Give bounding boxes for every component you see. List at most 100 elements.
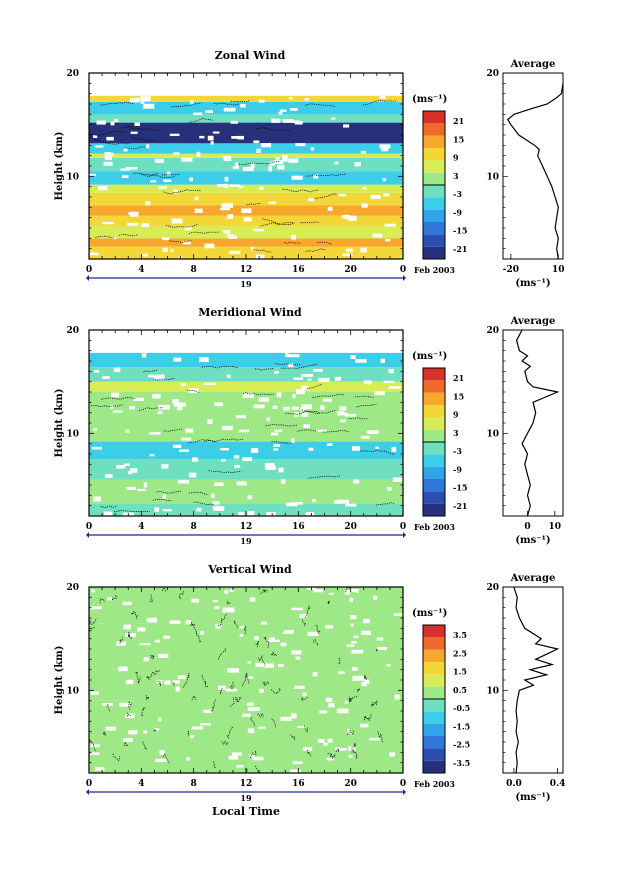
missing-data-cell [214,606,220,610]
y-tick-label: 20 [66,326,79,336]
colorbar-segment [423,392,445,405]
profile-line [515,329,560,517]
contour-line [254,367,275,371]
contour-line [304,605,310,618]
missing-data-cell [149,454,155,457]
missing-data-cell [254,636,259,641]
contour-line [246,202,262,206]
colorbar-segment [423,429,445,442]
missing-data-cell [113,367,121,372]
contour-line [307,749,312,757]
missing-data-cell [162,247,168,252]
missing-data-cell [247,728,255,734]
missing-data-cell [297,725,306,728]
heat-layer [89,184,403,193]
missing-data-cell [91,589,96,593]
date-label: Feb 2003 [414,522,455,532]
missing-data-cell [291,713,297,719]
missing-data-cell [258,397,270,402]
missing-data-cell [295,143,306,147]
missing-data-cell [224,590,229,594]
date-label: Feb 2003 [414,265,455,275]
missing-data-cell [333,500,342,504]
missing-data-cell [90,252,99,256]
missing-data-cell [169,620,181,624]
colorbar-segment [423,246,445,259]
missing-data-cell [377,646,388,651]
missing-data-cell [303,747,313,751]
profile-x-tick-label: 0 [524,522,530,532]
y-tick-label: 10 [66,686,79,696]
missing-data-cell [118,666,128,672]
contour-line [91,404,123,407]
missing-data-cell [130,468,138,473]
contour-line [254,765,259,773]
missing-data-cell [134,122,140,127]
missing-data-cell [228,755,239,760]
contour-line [362,100,396,106]
missing-data-cell [137,627,146,632]
missing-data-cell [268,201,276,204]
contour-line [187,730,190,738]
missing-data-cell [273,444,281,447]
missing-data-cell [181,437,192,441]
x-tick-label: 12 [240,265,253,275]
missing-data-cell [157,404,170,410]
missing-data-cell [190,100,194,105]
contour-line [262,681,270,687]
missing-data-cell [361,435,370,439]
missing-data-cell [177,675,186,680]
missing-data-cell [336,708,349,714]
contour-line [235,696,241,703]
colorbar-segment [423,760,445,773]
missing-data-cell [295,656,301,661]
missing-data-cell [102,703,113,706]
missing-data-cell [316,429,327,433]
contour-line [107,703,111,713]
colorbar-tick-label: 0.5 [453,685,467,695]
missing-data-cell [302,692,307,697]
missing-data-cell [320,405,325,410]
colorbar-segment [423,185,445,198]
missing-data-cell [102,221,115,225]
colorbar-segment [423,491,445,504]
missing-data-cell [137,488,147,492]
x-axis-label: Local Time [212,805,280,818]
colorbar-tick-label: -15 [453,483,467,493]
contour-line [89,626,95,633]
missing-data-cell [328,703,335,708]
missing-data-cell [116,465,126,469]
profile-x-tick-label: 0.4 [550,779,566,789]
missing-data-cell [104,152,111,158]
missing-data-cell [145,201,151,206]
missing-data-cell [334,376,342,381]
missing-data-cell [110,405,114,409]
colorbar-tick-label: 3.5 [453,630,467,640]
missing-data-cell [154,158,165,164]
missing-data-cell [166,171,171,176]
colorbar-tick-label: -9 [453,207,462,217]
colorbar-tick-label: 3 [453,428,459,438]
missing-data-cell [161,464,169,469]
x-tick-label: 8 [191,265,197,275]
missing-data-cell [212,506,225,511]
missing-data-cell [199,135,205,139]
missing-data-cell [278,663,284,667]
missing-data-cell [232,166,239,169]
heat-layer [89,700,403,773]
contour-line [233,620,240,629]
profile-y-tick-label: 20 [486,326,499,336]
missing-data-cell [176,405,183,411]
no-data-region [89,73,403,96]
x-tick-label: 20 [344,265,357,275]
missing-data-cell [275,157,280,160]
colorbar-segment [423,625,445,638]
contour-line [317,241,332,245]
missing-data-cell [221,425,233,431]
missing-data-cell [340,419,346,423]
contour-line [100,101,134,106]
contour-line [315,625,321,635]
no-data-region [89,330,403,353]
contour-line [285,410,319,415]
missing-data-cell [140,96,151,102]
